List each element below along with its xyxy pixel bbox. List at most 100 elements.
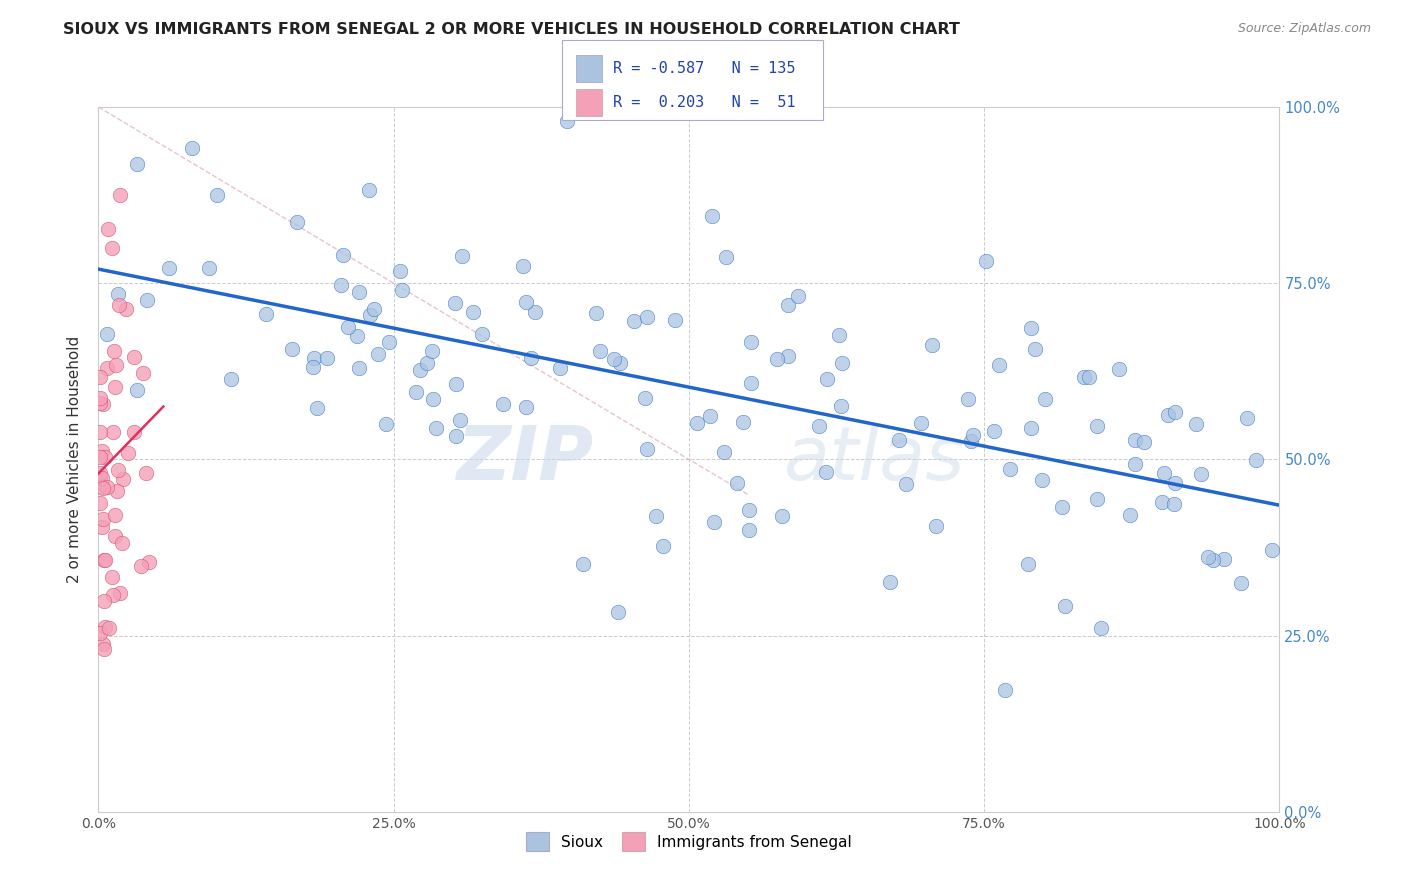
Point bbox=[90, 480, 112, 494]
Text: R = -0.587   N = 135: R = -0.587 N = 135 bbox=[613, 61, 796, 76]
Point bbox=[89, 425, 111, 439]
Point bbox=[416, 356, 439, 370]
Point bbox=[1163, 498, 1185, 512]
Point bbox=[444, 428, 467, 442]
Point bbox=[925, 519, 948, 533]
Point bbox=[93, 593, 115, 607]
Point bbox=[91, 519, 114, 533]
Point bbox=[101, 588, 124, 602]
Point bbox=[281, 342, 304, 356]
Point bbox=[731, 415, 754, 429]
Point bbox=[96, 326, 118, 341]
Point bbox=[983, 424, 1005, 438]
Point bbox=[1164, 475, 1187, 490]
Point bbox=[1133, 435, 1156, 450]
Point bbox=[962, 428, 984, 442]
Point bbox=[1185, 417, 1208, 431]
Point bbox=[786, 289, 808, 303]
Point bbox=[347, 285, 370, 299]
Point bbox=[105, 484, 128, 499]
Point bbox=[104, 508, 127, 522]
Point bbox=[644, 509, 666, 524]
Point bbox=[115, 302, 138, 317]
Point bbox=[1073, 369, 1095, 384]
Text: atlas: atlas bbox=[783, 424, 965, 495]
Point bbox=[492, 397, 515, 411]
Point bbox=[714, 250, 737, 264]
Point bbox=[94, 553, 117, 567]
Point bbox=[994, 683, 1017, 698]
Point bbox=[103, 529, 125, 543]
Point bbox=[1085, 491, 1108, 506]
Point bbox=[357, 183, 380, 197]
Point bbox=[1157, 408, 1180, 422]
Y-axis label: 2 or more Vehicles in Household: 2 or more Vehicles in Household bbox=[67, 335, 83, 583]
Point bbox=[405, 384, 427, 399]
Point bbox=[122, 350, 145, 364]
Point bbox=[1033, 392, 1056, 407]
Point bbox=[107, 463, 129, 477]
Point bbox=[1077, 369, 1099, 384]
Point bbox=[205, 187, 228, 202]
Point bbox=[127, 157, 149, 171]
Point bbox=[367, 346, 389, 360]
Point bbox=[1197, 549, 1219, 564]
Point bbox=[1119, 508, 1142, 523]
Point bbox=[1150, 495, 1173, 509]
Point bbox=[1153, 466, 1175, 480]
Point bbox=[93, 553, 115, 567]
Point bbox=[1244, 453, 1267, 467]
Point bbox=[97, 621, 120, 635]
Point bbox=[959, 434, 981, 449]
Point bbox=[921, 337, 943, 351]
Point bbox=[89, 396, 111, 410]
Point bbox=[122, 425, 145, 440]
Point bbox=[135, 293, 157, 307]
Point bbox=[93, 637, 115, 651]
Point bbox=[375, 417, 398, 432]
Point bbox=[89, 466, 111, 480]
Text: ZIP: ZIP bbox=[457, 423, 595, 496]
Point bbox=[332, 248, 354, 262]
Point bbox=[957, 392, 980, 406]
Point bbox=[103, 344, 125, 359]
Point bbox=[1202, 552, 1225, 566]
Point bbox=[330, 278, 353, 293]
Point bbox=[378, 334, 401, 349]
Point bbox=[896, 477, 918, 491]
Point bbox=[93, 641, 115, 656]
Point bbox=[515, 295, 537, 310]
Point bbox=[585, 306, 607, 320]
Point bbox=[1236, 410, 1258, 425]
Point bbox=[125, 384, 148, 398]
Point bbox=[444, 295, 467, 310]
Point bbox=[91, 396, 114, 410]
Point bbox=[107, 286, 129, 301]
Point bbox=[699, 409, 721, 423]
Point bbox=[636, 310, 658, 324]
Text: Source: ZipAtlas.com: Source: ZipAtlas.com bbox=[1237, 22, 1371, 36]
Point bbox=[129, 559, 152, 574]
Point bbox=[1164, 404, 1187, 418]
Point bbox=[285, 215, 308, 229]
Point bbox=[740, 376, 762, 390]
Point bbox=[117, 446, 139, 460]
Point bbox=[89, 391, 111, 405]
Point bbox=[101, 425, 124, 440]
Point bbox=[606, 606, 628, 620]
Text: R =  0.203   N =  51: R = 0.203 N = 51 bbox=[613, 95, 796, 111]
Point bbox=[815, 465, 838, 479]
Point bbox=[94, 620, 117, 634]
Point bbox=[180, 141, 202, 155]
Point bbox=[831, 356, 853, 370]
Point bbox=[96, 480, 118, 494]
Point bbox=[828, 328, 851, 343]
Point bbox=[346, 329, 368, 343]
Point bbox=[446, 377, 468, 392]
Text: SIOUX VS IMMIGRANTS FROM SENEGAL 2 OR MORE VEHICLES IN HOUSEHOLD CORRELATION CHA: SIOUX VS IMMIGRANTS FROM SENEGAL 2 OR MO… bbox=[63, 22, 960, 37]
Point bbox=[105, 358, 128, 372]
Point bbox=[987, 359, 1010, 373]
Point bbox=[108, 187, 131, 202]
Point bbox=[302, 359, 325, 374]
Point bbox=[388, 263, 411, 277]
